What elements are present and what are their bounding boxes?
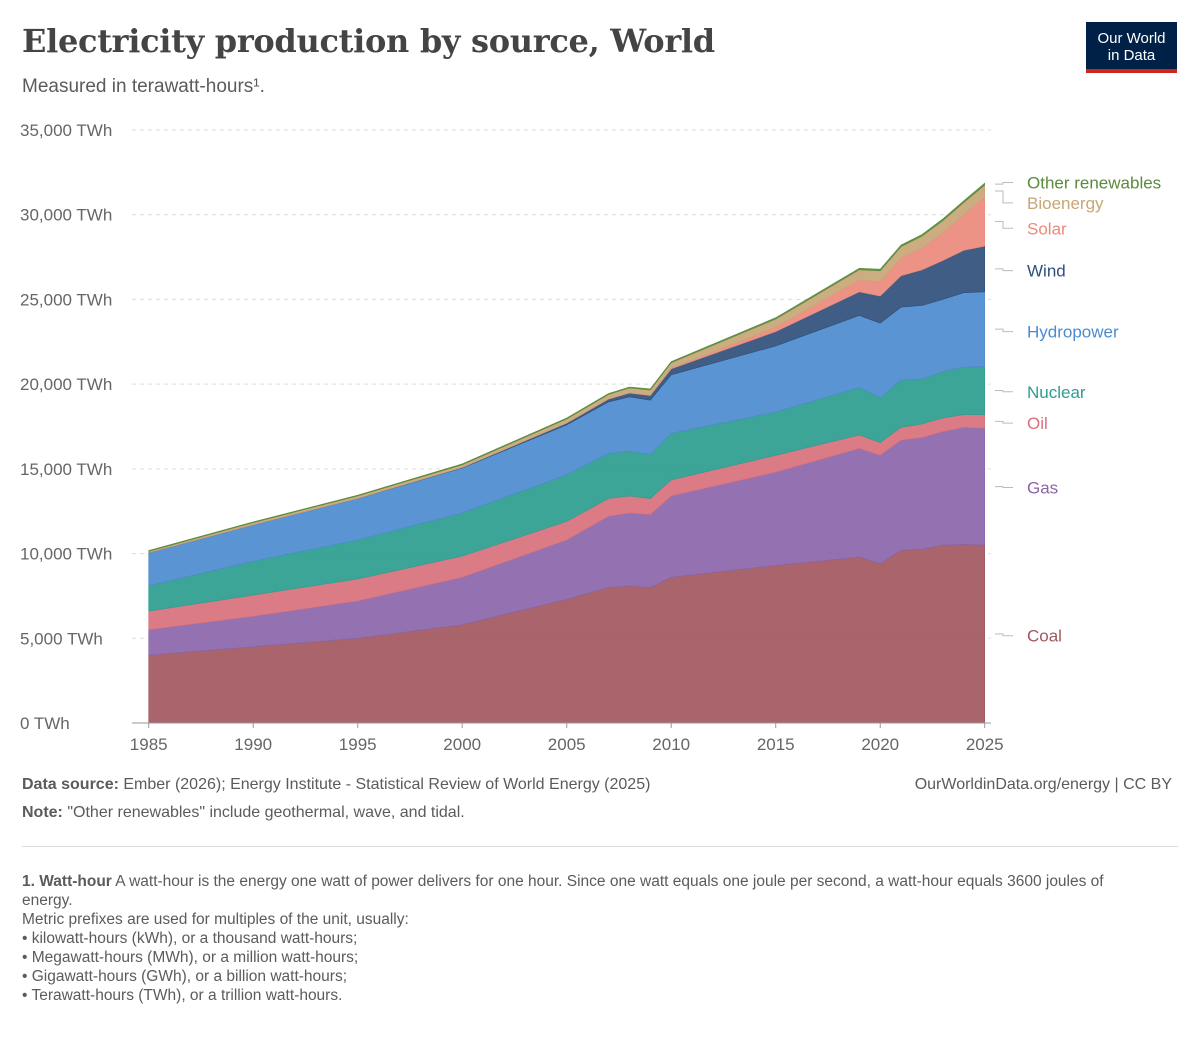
label-connector (995, 268, 1013, 272)
x-tick-label: 2005 (548, 735, 586, 754)
y-tick-label: 30,000 TWh (20, 206, 112, 225)
x-tick-label: 2025 (966, 735, 1004, 754)
x-tick-label: 1985 (130, 735, 168, 754)
note-label: Note: (22, 804, 63, 821)
data-source: Data source: Ember (2026); Energy Instit… (22, 776, 650, 794)
series-label-gas: Gas (1027, 478, 1058, 497)
footnote-item: Terawatt-hours (TWh), or a trillion watt… (22, 986, 1132, 1005)
footnote-list: kilowatt-hours (kWh), or a thousand watt… (22, 929, 1132, 1005)
series-labels: Coal Gas Oil Nuclear Hydropower Wind Solar Bioe… (995, 174, 1161, 646)
chart-title: Electricity production by source, World (22, 22, 715, 60)
owid-logo[interactable]: Our World in Data (1086, 22, 1177, 73)
footnote-text: A watt-hour is the energy one watt of po… (22, 873, 1104, 909)
chart-subtitle: Measured in terawatt-hours¹. (22, 76, 265, 97)
y-tick-label: 15,000 TWh (20, 460, 112, 479)
label-connector (995, 486, 1013, 488)
axes: 0 TWh 5,000 TWh 10,000 TWh 15,000 TWh 20,000… (20, 121, 1004, 754)
series-label-other-renewables: Other renewables (1027, 174, 1161, 193)
footnote-line2: Metric prefixes are used for multiples o… (22, 911, 409, 928)
chart-note: Note: "Other renewables" include geother… (22, 804, 465, 822)
series-label-solar: Solar (1027, 219, 1067, 238)
x-tick-label: 2000 (443, 735, 481, 754)
x-tick-label: 2015 (757, 735, 795, 754)
x-tick-label: 1995 (339, 735, 377, 754)
footnote-item: Gigawatt-hours (GWh), or a billion watt-… (22, 967, 1132, 986)
series-label-nuclear: Nuclear (1027, 383, 1086, 402)
series-label-bioenergy: Bioenergy (1027, 194, 1104, 213)
x-tick-label: 1990 (234, 735, 272, 754)
footnote-item: Megawatt-hours (MWh), or a million watt-… (22, 948, 1132, 967)
source-text[interactable]: Ember (2026); Energy Institute - Statist… (123, 776, 651, 793)
x-tick-label: 2010 (652, 735, 690, 754)
label-connector (995, 221, 1013, 229)
label-connector (995, 328, 1013, 333)
label-connector (995, 182, 1013, 185)
note-text: "Other renewables" include geothermal, w… (67, 804, 465, 821)
footnote: 1. Watt-hour A watt-hour is the energy o… (22, 872, 1132, 1005)
y-tick-label: 5,000 TWh (20, 629, 103, 648)
series-label-oil: Oil (1027, 414, 1048, 433)
stacked-areas (148, 182, 985, 724)
y-tick-label: 25,000 TWh (20, 290, 112, 309)
footnote-head: 1. Watt-hour (22, 873, 112, 890)
area-other-renewables[interactable] (148, 182, 985, 552)
logo-line-1: Our World (1097, 30, 1166, 47)
y-tick-label: 0 TWh (20, 714, 70, 733)
area-chart: 0 TWh 5,000 TWh 10,000 TWh 15,000 TWh 20,000… (20, 121, 1161, 754)
x-tick-label: 2020 (861, 735, 899, 754)
label-connector (995, 190, 1013, 204)
label-connector (995, 633, 1013, 637)
y-tick-label: 20,000 TWh (20, 375, 112, 394)
label-connector (995, 390, 1013, 393)
logo-line-2: in Data (1107, 47, 1156, 64)
series-label-coal: Coal (1027, 627, 1062, 646)
series-label-hydropower: Hydropower (1027, 323, 1119, 342)
series-label-wind: Wind (1027, 262, 1066, 281)
divider (22, 846, 1178, 847)
footnote-main: 1. Watt-hour A watt-hour is the energy o… (22, 872, 1132, 910)
label-connector (995, 420, 1013, 424)
footnote-item: kilowatt-hours (kWh), or a thousand watt… (22, 929, 1132, 948)
y-tick-label: 10,000 TWh (20, 545, 112, 564)
credit-link[interactable]: OurWorldinData.org/energy | CC BY (914, 776, 1172, 793)
source-label: Data source: (22, 776, 119, 793)
y-tick-label: 35,000 TWh (20, 121, 112, 140)
